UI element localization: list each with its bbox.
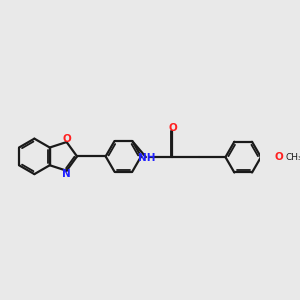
- Text: O: O: [62, 134, 71, 144]
- Text: O: O: [274, 152, 283, 162]
- Text: CH₃: CH₃: [285, 153, 300, 162]
- Text: NH: NH: [138, 153, 155, 163]
- Text: N: N: [61, 169, 70, 179]
- Text: O: O: [168, 123, 177, 133]
